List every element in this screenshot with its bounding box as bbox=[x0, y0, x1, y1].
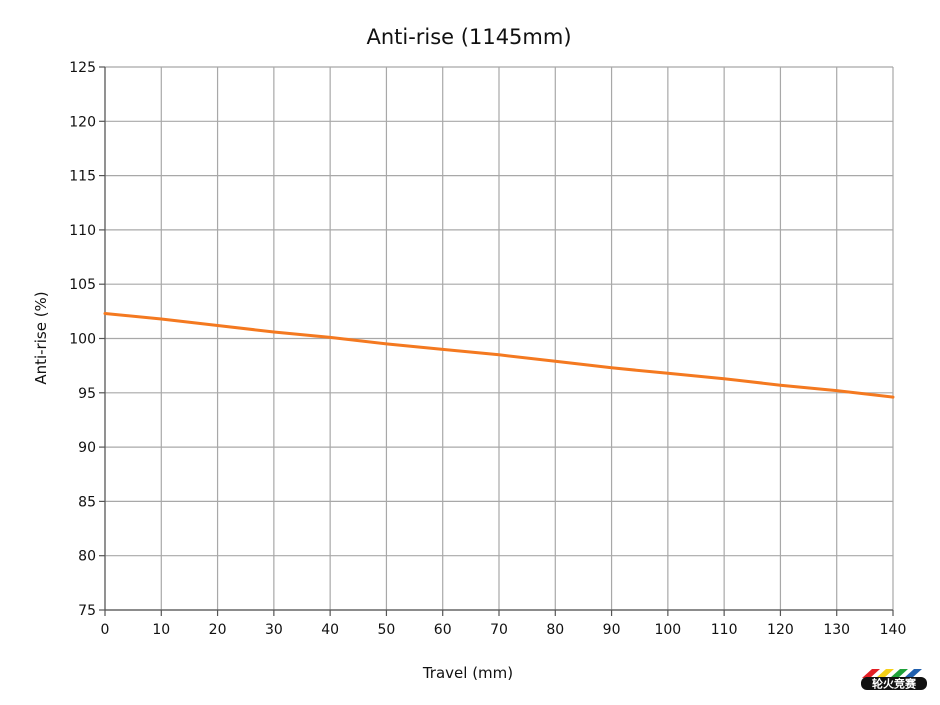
watermark-logo: 轮火竞赛 bbox=[861, 669, 927, 691]
logo-stripe bbox=[862, 669, 880, 678]
x-tick-label: 20 bbox=[209, 622, 227, 638]
y-tick-label: 115 bbox=[69, 169, 96, 185]
y-tick-label: 90 bbox=[78, 440, 96, 456]
y-tick-label: 100 bbox=[69, 332, 96, 348]
y-tick-label: 125 bbox=[69, 60, 96, 76]
x-tick-label: 70 bbox=[490, 622, 508, 638]
y-tick-label: 105 bbox=[69, 277, 96, 293]
y-tick-label: 80 bbox=[78, 549, 96, 565]
x-tick-label: 30 bbox=[265, 622, 283, 638]
y-tick-label: 120 bbox=[69, 114, 96, 130]
chart-title: Anti-rise (1145mm) bbox=[366, 25, 571, 49]
x-tick-label: 110 bbox=[711, 622, 738, 638]
y-axis-title: Anti-rise (%) bbox=[32, 291, 50, 384]
y-tick-label: 85 bbox=[78, 494, 96, 510]
x-tick-label: 80 bbox=[546, 622, 564, 638]
y-tick-label: 75 bbox=[78, 603, 96, 619]
chart-series bbox=[103, 312, 895, 399]
x-axis-title: Travel (mm) bbox=[422, 664, 513, 682]
x-tick-label: 0 bbox=[101, 622, 110, 638]
x-tick-label: 140 bbox=[880, 622, 907, 638]
x-tick-label: 100 bbox=[654, 622, 681, 638]
x-tick-label: 120 bbox=[767, 622, 794, 638]
y-axis-ticks: 75 80 85 90 95 100 105 110 115 120 125 bbox=[69, 60, 105, 619]
y-tick-label: 95 bbox=[78, 386, 96, 402]
anti-rise-series-line bbox=[103, 312, 895, 399]
x-tick-label: 60 bbox=[434, 622, 452, 638]
logo-stripe bbox=[904, 669, 922, 678]
logo-stripe bbox=[890, 669, 908, 678]
x-tick-label: 10 bbox=[152, 622, 170, 638]
x-axis-ticks: 0 10 20 30 40 50 60 70 80 90 100 110 120 130 140 bbox=[101, 610, 907, 638]
x-tick-label: 50 bbox=[378, 622, 396, 638]
logo-stripe bbox=[876, 669, 894, 678]
x-tick-label: 40 bbox=[321, 622, 339, 638]
x-tick-label: 130 bbox=[823, 622, 850, 638]
x-tick-label: 90 bbox=[603, 622, 621, 638]
chart-grid bbox=[104, 66, 894, 611]
watermark-text: 轮火竞赛 bbox=[872, 677, 917, 691]
y-tick-label: 110 bbox=[69, 223, 96, 239]
